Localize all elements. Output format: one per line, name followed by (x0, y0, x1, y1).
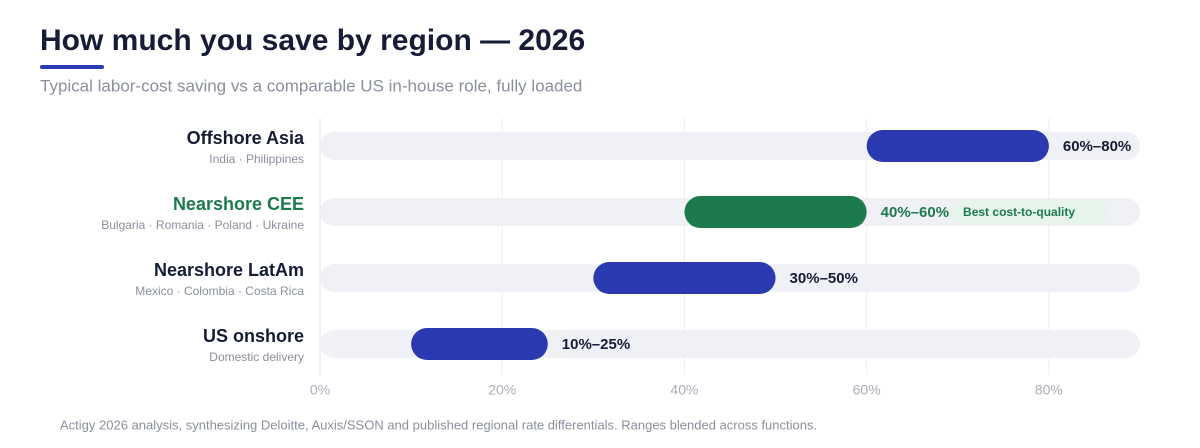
row: Nearshore CEE Bulgaria · Romania · Poland… (101, 194, 1140, 232)
x-tick-label: 80% (1035, 382, 1063, 398)
category-label: Nearshore LatAm (154, 260, 304, 280)
bar (411, 328, 548, 360)
row: Nearshore LatAm Mexico · Colombia · Costa… (135, 260, 1140, 298)
row: Offshore Asia India · Philippines 60%–80% (187, 128, 1140, 166)
category-detail: Mexico · Colombia · Costa Rica (135, 284, 304, 298)
x-ticks: 0% 20% 40% 60% 80% (310, 382, 1063, 398)
x-tick-label: 40% (670, 382, 698, 398)
bar (866, 130, 1049, 162)
row: US onshore Domestic delivery 10%–25% (203, 326, 1140, 364)
x-tick-label: 60% (853, 382, 881, 398)
value-label: 40%–60% (881, 204, 949, 221)
plot-area: 0% 20% 40% 60% 80% Offshore Asia India · Phili… (101, 118, 1140, 398)
category-detail: India · Philippines (209, 152, 304, 166)
category-label: Nearshore CEE (173, 194, 304, 214)
x-tick-label: 0% (310, 382, 330, 398)
category-label: US onshore (203, 326, 304, 346)
category-detail: Bulgaria · Romania · Poland · Ukraine (101, 218, 304, 232)
annotation-pill (951, 200, 1108, 224)
value-label: 30%–50% (790, 270, 858, 287)
title-underline (40, 65, 104, 69)
chart-subtitle: Typical labor-cost saving vs a comparabl… (40, 76, 582, 95)
annotation-label: Best cost-to-quality (963, 205, 1075, 219)
bar (593, 262, 776, 294)
category-detail: Domestic delivery (209, 350, 304, 364)
source-note: Actigy 2026 analysis, synthesizing Deloi… (60, 417, 817, 432)
value-label: 10%–25% (562, 336, 630, 353)
chart-title: How much you save by region — 2026 (40, 24, 585, 57)
category-label: Offshore Asia (187, 128, 305, 148)
x-tick-label: 20% (488, 382, 516, 398)
bar (684, 196, 867, 228)
value-label: 60%–80% (1063, 138, 1131, 155)
